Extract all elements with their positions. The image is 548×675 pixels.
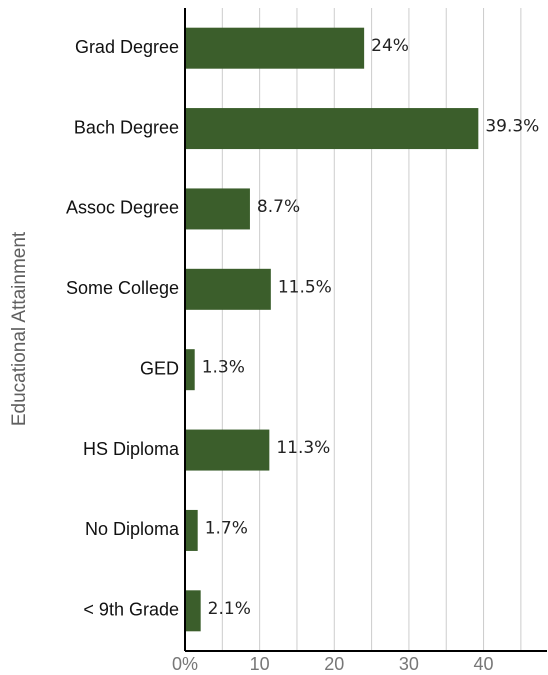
data-label: 11.3% [276,438,330,458]
y-axis-title: Educational Attainment [9,231,30,426]
bar [185,509,198,551]
x-tick-label: 30 [399,654,419,674]
data-label: 24% [371,36,409,56]
data-label: 8.7% [257,197,300,217]
x-tick-label: 0% [172,654,198,674]
category-label: No Diploma [85,519,180,539]
category-label: Grad Degree [75,37,179,57]
data-label: 1.7% [205,518,248,538]
bar [185,268,271,310]
x-tick-label: 40 [474,654,494,674]
category-label: < 9th Grade [83,600,179,620]
category-label: Bach Degree [74,117,179,137]
gridlines [221,8,522,651]
bar [185,27,365,69]
bar [185,108,479,150]
axes [184,8,547,652]
bar [185,188,250,230]
value-labels: 24% 39.3% 8.7% 11.5% 1.3% 11.3% 1.7% 2.1% [202,36,540,619]
category-label: HS Diploma [83,439,180,459]
category-label: Assoc Degree [66,198,179,218]
data-label: 39.3% [485,117,539,137]
bars [185,27,479,632]
bar [185,590,201,632]
bar [185,429,270,471]
bar [185,349,195,391]
category-labels: Grad Degree Bach Degree Assoc Degree Some C… [66,37,180,620]
x-tick-label: 20 [324,654,344,674]
category-label: Some College [66,278,179,298]
category-label: GED [140,358,179,378]
data-label: 1.3% [202,358,245,378]
data-label: 11.5% [278,277,332,297]
x-tick-labels: 0% 10 20 30 40 [172,654,494,674]
data-label: 2.1% [208,599,251,619]
x-tick-label: 10 [250,654,270,674]
